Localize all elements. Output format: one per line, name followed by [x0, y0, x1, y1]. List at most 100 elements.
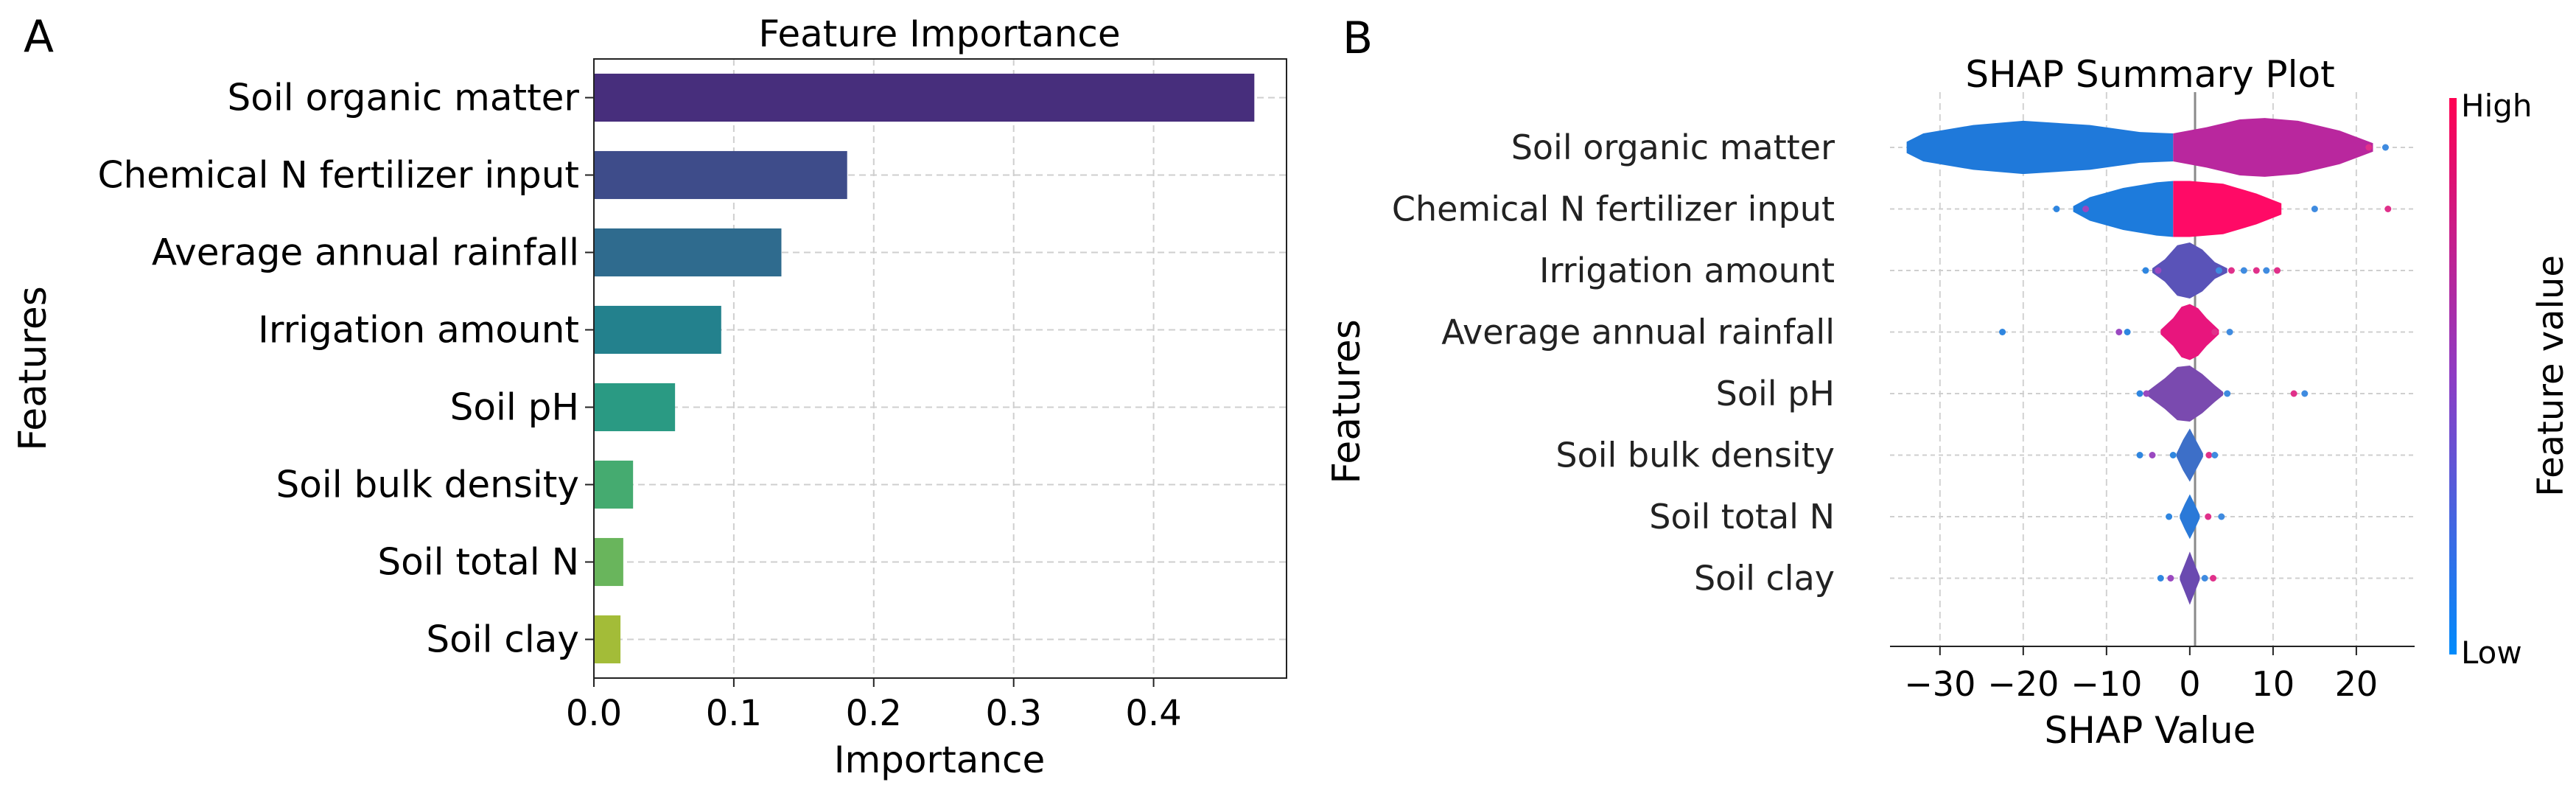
outlier-dot-b: [2082, 206, 2090, 212]
x-axis-label-a: Importance: [834, 739, 1046, 781]
outlier-dot-b: [2215, 267, 2222, 274]
outlier-dot-b: [2136, 390, 2143, 397]
colorbar-high-label: High: [2461, 88, 2533, 124]
chart-title-b: SHAP Summary Plot: [1965, 53, 2334, 96]
outlier-dot-b: [2142, 267, 2149, 274]
y-tick-label-b: Soil clay: [1694, 559, 1835, 598]
x-axis-label-b: SHAP Value: [2045, 709, 2256, 752]
panel-label-b: B: [1343, 13, 1373, 64]
outlier-dot-b: [2136, 452, 2143, 458]
y-tick-label-b: Average annual rainfall: [1441, 313, 1835, 352]
outlier-dot-b: [2167, 575, 2174, 582]
x-tick-label-b: 20: [2335, 664, 2379, 704]
bar-a: [594, 73, 1255, 122]
outlier-dot-b: [2240, 267, 2247, 274]
outlier-dot-b: [2205, 452, 2213, 458]
outlier-dot-b: [2211, 329, 2219, 335]
outlier-dot-b: [2381, 144, 2389, 151]
bar-a: [594, 615, 621, 664]
outlier-dot-b: [2218, 513, 2225, 520]
outlier-dot-b: [2226, 329, 2233, 335]
colorbar: [2449, 98, 2457, 654]
bar-a: [594, 228, 782, 277]
y-axis-label-a: Features: [11, 286, 55, 451]
outlier-dot-b: [2157, 575, 2164, 582]
y-tick-label-b: Soil total N: [1649, 497, 1835, 537]
violin-segment-b: [2152, 242, 2227, 298]
violin-segment-b: [2180, 551, 2200, 605]
outlier-dot-b: [2211, 452, 2219, 458]
bar-a: [594, 150, 847, 200]
violin-segment-b: [1906, 120, 2174, 175]
outlier-dot-b: [2149, 452, 2156, 458]
x-tick-label-b: −20: [1987, 664, 2059, 704]
outlier-dot-b: [2365, 144, 2373, 151]
violin-segment-b: [2160, 304, 2219, 360]
outlier-dot-b: [2384, 206, 2392, 212]
y-tick-label-a: Chemical N fertilizer input: [98, 154, 579, 197]
violin-segment-b: [2148, 366, 2224, 422]
x-tick-label-a: 0.2: [846, 693, 902, 734]
violin-segment-b: [2173, 118, 2373, 177]
y-tick-label-b: Soil pH: [1716, 374, 1835, 413]
x-tick-label-b: −10: [2071, 664, 2142, 704]
bar-a: [594, 305, 721, 355]
violin-segment-b: [2173, 181, 2282, 237]
outlier-dot-b: [2290, 390, 2297, 397]
bar-a: [594, 383, 676, 432]
outlier-dot-b: [2143, 390, 2150, 397]
outlier-dot-b: [2301, 390, 2309, 397]
violin-segment-b: [2073, 181, 2174, 237]
x-ticks-a: 0.0 0.1 0.2 0.3 0.4: [566, 678, 1182, 734]
outlier-dot-b: [1999, 329, 2006, 335]
gridlines-b: [1890, 92, 2415, 646]
bar-a: [594, 537, 623, 587]
outlier-dot-b: [2253, 267, 2260, 274]
x-tick-label-b: 0: [2179, 664, 2200, 704]
violin-segment-b: [2176, 428, 2203, 482]
y-tick-label-b: Chemical N fertilizer input: [1392, 189, 1835, 229]
x-ticks-b: −30 −20 −10 0 10 20: [1904, 646, 2378, 704]
outlier-dot-b: [2274, 267, 2281, 274]
panel-b: B SHAP Summary Plot Soil organic matter C…: [1325, 13, 2572, 752]
outlier-dot-b: [2124, 329, 2131, 335]
y-tick-label-a: Soil clay: [426, 618, 579, 661]
outlier-dot-b: [2115, 329, 2123, 335]
outlier-dot-b: [2155, 267, 2162, 274]
outlier-dot-b: [2311, 206, 2318, 212]
outlier-dot-b: [2224, 390, 2231, 397]
y-tick-label-b: Soil bulk density: [1555, 436, 1835, 475]
x-tick-label-a: 0.4: [1125, 693, 1181, 734]
chart-title-a: Feature Importance: [758, 13, 1120, 55]
y-tick-label-a: Soil total N: [377, 541, 579, 584]
x-tick-label-b: −30: [1904, 664, 1975, 704]
panel-a: A Feature Importance Soil organic matter…: [11, 11, 1287, 781]
x-tick-label-a: 0.3: [986, 693, 1042, 734]
x-tick-label-a: 0.1: [706, 693, 762, 734]
y-axis-label-b: Features: [1325, 319, 1369, 484]
y-tick-label-a: Soil pH: [450, 386, 579, 429]
y-tick-label-a: Average annual rainfall: [152, 231, 579, 274]
violin-segment-b: [2180, 494, 2200, 540]
y-tick-label-a: Irrigation amount: [258, 309, 579, 352]
y-tick-label-a: Soil bulk density: [276, 464, 580, 506]
outlier-dot-b: [2169, 452, 2177, 458]
outlier-dot-b: [2227, 267, 2235, 274]
y-tick-label-b: Irrigation amount: [1539, 251, 1835, 290]
y-tick-label-b: Soil organic matter: [1511, 128, 1835, 167]
bar-a: [594, 460, 634, 509]
outlier-dot-b: [2205, 513, 2212, 520]
colorbar-low-label: Low: [2461, 635, 2522, 671]
outlier-dot-b: [2201, 575, 2208, 582]
panel-label-a: A: [24, 11, 54, 63]
x-tick-label-a: 0.0: [566, 693, 622, 734]
outlier-dot-b: [2166, 513, 2173, 520]
beeswarm-b: [1906, 118, 2392, 605]
outlier-dot-b: [2263, 267, 2270, 274]
x-tick-label-b: 10: [2252, 664, 2295, 704]
colorbar-title: Feature value: [2530, 255, 2572, 497]
outlier-dot-b: [2210, 575, 2217, 582]
plot-frame-a: [593, 58, 1287, 679]
y-tick-label-a: Soil organic matter: [228, 77, 580, 119]
